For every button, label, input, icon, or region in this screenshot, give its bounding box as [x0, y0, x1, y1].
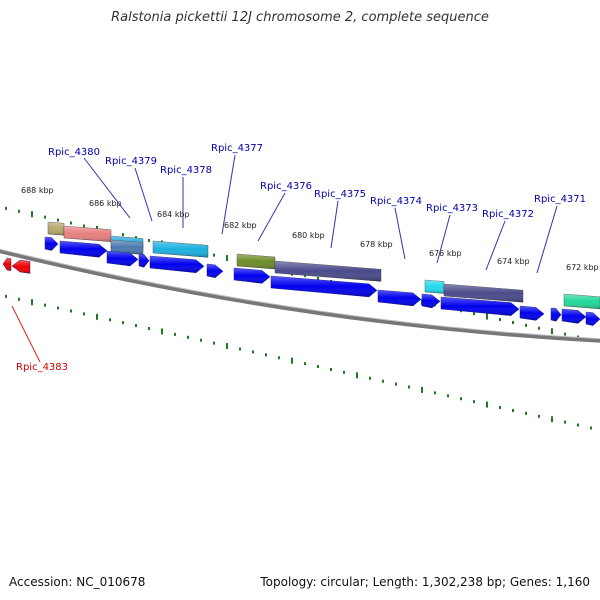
feature-blocks	[47, 221, 600, 310]
gene-label-rpic_4374: Rpic_4374	[370, 196, 422, 207]
chromosome-backbone-highlight	[0, 248, 600, 340]
cds-gloss	[60, 241, 107, 258]
kbp-label: 682 kbp	[224, 221, 257, 230]
feature-gloss	[237, 254, 275, 269]
feature-gloss	[64, 226, 111, 242]
kbp-label: 684 kbp	[157, 210, 190, 219]
kbp-label: 686 kbp	[89, 199, 122, 208]
cds-gloss	[207, 264, 223, 278]
cds-gloss	[271, 276, 377, 297]
cds-gloss	[139, 254, 149, 268]
leader-line	[330, 200, 339, 249]
cds-gloss	[150, 256, 204, 273]
kbp-labels: 688 kbp 686 kbp 684 kbp 682 kbp 680 kbp 678 k…	[21, 186, 599, 272]
cds-gloss	[586, 312, 600, 326]
cds-gloss	[234, 268, 270, 284]
cds-gloss	[378, 290, 421, 306]
gene-label-rpic_4378: Rpic_4378	[160, 165, 212, 176]
leader-line	[221, 154, 236, 235]
cds-gloss	[12, 260, 30, 274]
cds-gloss	[422, 294, 440, 308]
feature-gloss	[153, 241, 208, 258]
gene-label-rpic_4371: Rpic_4371	[534, 194, 586, 205]
gene-label-rpic_4373: Rpic_4373	[426, 203, 478, 214]
leader-line	[134, 167, 153, 222]
feature-gloss	[425, 280, 444, 294]
kbp-label: 676 kbp	[429, 249, 462, 258]
chromosome-backbone	[0, 249, 600, 343]
kbp-label: 688 kbp	[21, 186, 54, 195]
leader-line	[436, 214, 451, 264]
gene-label-rpic_4376: Rpic_4376	[260, 181, 312, 192]
kbp-label: 674 kbp	[497, 257, 530, 266]
gene-label-rpic_4379: Rpic_4379	[105, 156, 157, 167]
feature-gloss	[275, 261, 381, 282]
cds-gloss	[551, 308, 561, 322]
leader-line	[83, 157, 131, 219]
accession-text: Accession: NC_010678	[9, 575, 146, 589]
topology-summary: Topology: circular; Length: 1,302,238 bp…	[260, 575, 590, 589]
kbp-label: 680 kbp	[292, 231, 325, 240]
cds-gloss	[3, 258, 11, 271]
gene-label-rpic_4372: Rpic_4372	[482, 209, 534, 220]
gene-label-rpic_4377: Rpic_4377	[211, 143, 263, 154]
cds-gloss	[562, 309, 586, 324]
feature-gloss	[444, 284, 523, 303]
backbone	[0, 248, 600, 343]
gene-leaders	[11, 154, 558, 363]
tick-row-lower	[5, 294, 592, 430]
feature-gloss	[564, 294, 600, 309]
feature-gloss	[48, 222, 64, 236]
map-title: Ralstonia pickettii 12J chromosome 2, co…	[111, 10, 489, 25]
cds-arrows	[2, 236, 600, 326]
gene-label-rpic_4375: Rpic_4375	[314, 189, 366, 200]
cds-gloss	[520, 306, 544, 321]
leader-line	[485, 220, 506, 271]
leader-line	[536, 205, 558, 274]
leader-line	[11, 305, 41, 363]
gene-label-rpic_4380: Rpic_4380	[48, 147, 100, 158]
kbp-label: 672 kbp	[566, 263, 599, 272]
kbp-label: 678 kbp	[360, 240, 393, 249]
leader-line	[257, 192, 286, 242]
feature-gloss	[111, 240, 143, 255]
gene-label-rpic_4383: Rpic_4383	[16, 362, 68, 373]
cds-gloss	[441, 297, 519, 316]
leader-line	[394, 207, 406, 260]
cds-gloss	[107, 251, 138, 266]
cds-gloss	[45, 237, 58, 251]
